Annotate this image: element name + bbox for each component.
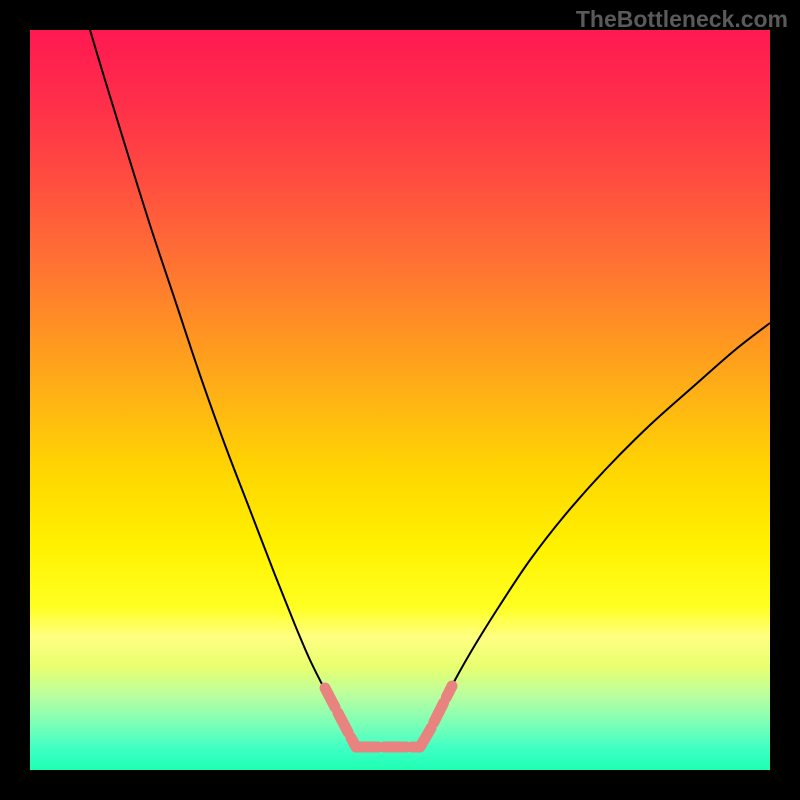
left-curve — [90, 30, 348, 732]
right-dash — [420, 686, 452, 747]
left-dash — [325, 688, 356, 747]
watermark-text: TheBottleneck.com — [576, 6, 788, 33]
right-curve — [428, 323, 770, 734]
chart-curves — [30, 30, 770, 770]
chart-area — [30, 30, 770, 770]
